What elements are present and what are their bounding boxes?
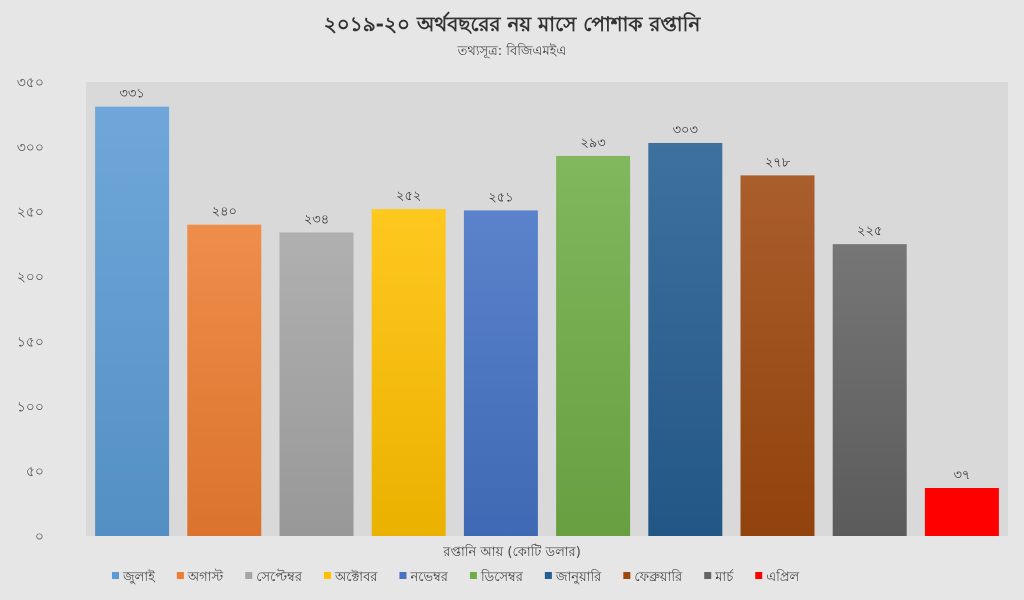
legend-swatch — [399, 572, 407, 579]
legend-label: জানুয়ারি — [555, 569, 602, 585]
bar-1 — [95, 106, 170, 536]
y-tick-label: ৩৫০ — [17, 75, 44, 91]
legend-label: নভেম্বর — [409, 570, 448, 585]
legend-item: জানুয়ারি — [544, 569, 602, 585]
legend-item: অগাস্ট — [176, 569, 224, 585]
legend-item: জুলাই — [112, 569, 156, 585]
bar-5 — [463, 210, 538, 536]
y-tick-label: ১৫০ — [17, 334, 44, 350]
data-label: ৩০৩ — [673, 123, 698, 138]
legend-swatch — [323, 572, 331, 579]
legend-label: ফেব্রুয়ারি — [634, 569, 683, 585]
legend-label: অক্টোবর — [334, 570, 378, 585]
data-label: ৩৩১ — [119, 87, 144, 102]
bar-8 — [740, 175, 815, 536]
data-label: ২৯৩ — [580, 136, 605, 151]
x-axis-label: রপ্তানি আয় (কোটি ডলার) — [442, 544, 581, 560]
legend-item: এপ্রিল — [755, 569, 800, 585]
y-tick-label: ৫০ — [26, 464, 44, 480]
y-axis: ০ ৫০ ১০০ ১৫০ ২০০ ২৫০ ৩০০ ৩৫০ — [17, 75, 44, 545]
data-label: ২২৫ — [857, 224, 882, 239]
y-tick-label: ২৫০ — [17, 205, 44, 221]
bars-group — [95, 106, 999, 537]
legend-label: এপ্রিল — [766, 569, 799, 585]
legend-label: সেপ্টেম্বর — [256, 569, 303, 585]
legend-item: সেপ্টেম্বর — [245, 569, 303, 585]
chart-title: ২০১৯-২০ অর্থবছরের নয় মাসে পোশাক রপ্তানি — [324, 11, 702, 36]
legend-swatch — [704, 572, 712, 579]
legend-label: অগাস্ট — [187, 569, 224, 585]
legend-label: ডিসেম্বর — [480, 569, 524, 585]
data-label: ২৪০ — [212, 205, 237, 220]
legend-label: মার্চ — [714, 569, 734, 585]
legend-item: ফেব্রুয়ারি — [623, 569, 683, 585]
bar-2 — [187, 224, 262, 536]
legend-swatch — [544, 572, 552, 579]
data-label: ২৭৮ — [765, 155, 791, 170]
legend-swatch — [623, 572, 631, 579]
data-label: ৩৭ — [953, 468, 970, 483]
bar-3 — [279, 232, 354, 536]
legend-swatch — [755, 572, 763, 579]
bar-7 — [648, 142, 723, 537]
legend-swatch — [469, 572, 477, 579]
legend-item: অক্টোবর — [323, 570, 378, 585]
chart-subtitle: তথ্যসূত্র: বিজিএমইএ — [457, 43, 567, 59]
bar-4 — [371, 209, 446, 536]
y-tick-label: ২০০ — [17, 270, 44, 286]
legend: জুলাই অগাস্ট সেপ্টেম্বর অক্টোবর নভেম্বর ডিসেম… — [112, 569, 800, 585]
bar-6 — [556, 155, 631, 537]
legend-item: ডিসেম্বর — [469, 569, 524, 585]
y-tick-label: ১০০ — [17, 399, 44, 415]
y-tick-label: ০ — [35, 529, 44, 545]
data-label: ২৫১ — [488, 190, 513, 205]
legend-swatch — [245, 572, 253, 579]
legend-item: নভেম্বর — [399, 570, 449, 585]
bar-9 — [832, 244, 907, 536]
legend-item: মার্চ — [704, 569, 734, 585]
legend-swatch — [176, 572, 184, 579]
data-label: ২৫২ — [396, 189, 421, 204]
data-label: ২৩৪ — [304, 212, 329, 227]
legend-label: জুলাই — [122, 569, 156, 585]
data-labels-group: ৩৩১ ২৪০ ২৩৪ ২৫২ ২৫১ ২৯৩ ৩০৩ ২৭৮ ২২৫ ৩৭ — [119, 87, 970, 483]
bar-10 — [924, 488, 999, 536]
legend-swatch — [112, 572, 119, 579]
y-tick-label: ৩০০ — [17, 140, 44, 156]
